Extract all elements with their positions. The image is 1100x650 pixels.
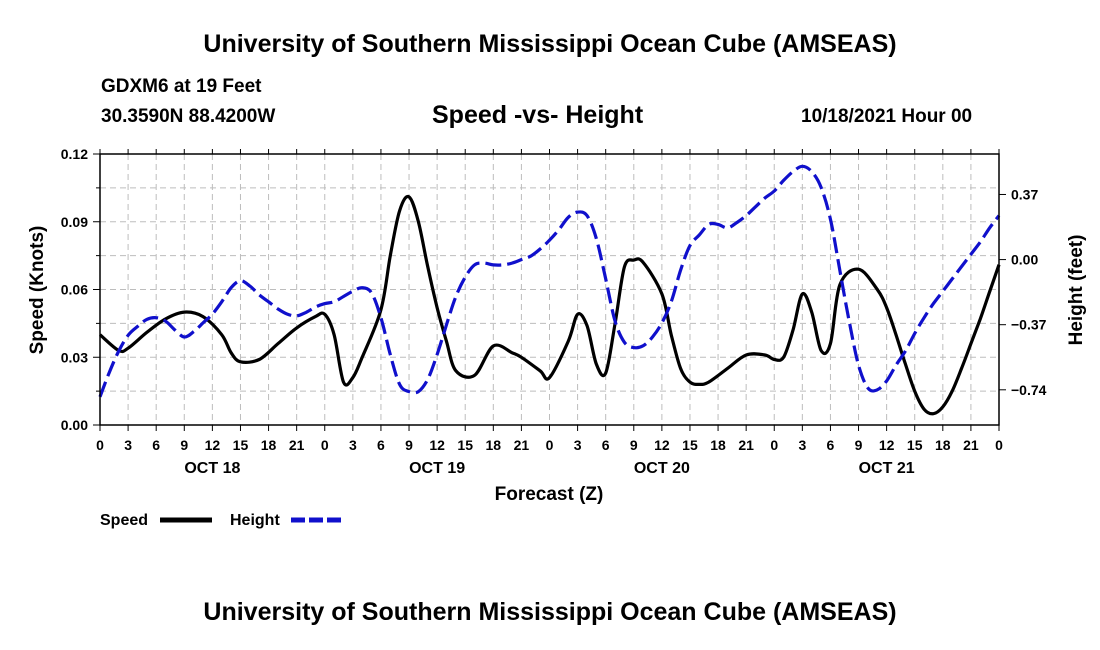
x-tick-label: 0 — [546, 437, 554, 453]
legend: Speed Height — [100, 512, 343, 529]
x-tick-label: 0 — [321, 437, 329, 453]
x-tick-label: 12 — [654, 437, 670, 453]
x-axis-label: Forecast (Z) — [495, 484, 604, 505]
x-tick-label: 9 — [405, 437, 413, 453]
x-tick-label: 3 — [798, 437, 806, 453]
y-left-tick-label: 0.12 — [61, 146, 88, 162]
x-tick-label: 0 — [96, 437, 104, 453]
x-tick-label: 15 — [907, 437, 923, 453]
y-right-tick-label: 0.37 — [1011, 186, 1038, 202]
x-tick-label: 21 — [738, 437, 754, 453]
speed-height-chart: 0 3 6 9 12 15 18 21 0 3 6 9 12 15 18 21 0 3 6 9 12 15 18 21 0 3 6 9… — [27, 146, 1087, 529]
x-tick-label: 0 — [770, 437, 778, 453]
y-left-tick-label: 0.03 — [61, 349, 88, 365]
x-tick-label: 0 — [995, 437, 1003, 453]
page-title: University of Southern Mississippi Ocean… — [203, 30, 897, 58]
x-tick-label: 3 — [574, 437, 582, 453]
x-tick-label: 18 — [935, 437, 951, 453]
x-tick-label: 15 — [457, 437, 473, 453]
series-layer — [98, 164, 1001, 416]
x-tick-label: 3 — [124, 437, 132, 453]
x-day-label: OCT 19 — [409, 460, 465, 477]
series-line-height — [98, 164, 1001, 398]
legend-label-height: Height — [230, 512, 280, 529]
x-day-label: OCT 21 — [859, 460, 915, 477]
x-tick-label: 12 — [879, 437, 895, 453]
x-tick-label: 12 — [205, 437, 221, 453]
chart-subtitle: Speed -vs- Height — [432, 101, 644, 129]
x-tick-label: 6 — [377, 437, 385, 453]
x-tick-label: 6 — [602, 437, 610, 453]
x-tick-label: 6 — [152, 437, 160, 453]
forecast-datetime: 10/18/2021 Hour 00 — [801, 106, 973, 127]
x-tick-label: 21 — [514, 437, 530, 453]
x-tick-label: 9 — [630, 437, 638, 453]
x-tick-label: 15 — [233, 437, 249, 453]
y-right-tick-label: 0.00 — [1011, 252, 1038, 268]
x-tick-label: 12 — [429, 437, 445, 453]
station-label: GDXM6 at 19 Feet — [101, 76, 262, 97]
x-tick-label: 18 — [486, 437, 502, 453]
y-right-tick-label: −0.37 — [1011, 317, 1047, 333]
x-tick-label: 18 — [710, 437, 726, 453]
x-tick-label: 18 — [261, 437, 277, 453]
x-tick-label: 9 — [855, 437, 863, 453]
footer-title: University of Southern Mississippi Ocean… — [203, 598, 897, 626]
grid — [100, 154, 999, 425]
coordinates-label: 30.3590N 88.4200W — [101, 106, 276, 127]
x-day-label: OCT 20 — [634, 460, 690, 477]
y-left-tick-label: 0.00 — [61, 417, 88, 433]
x-tick-label: 9 — [180, 437, 188, 453]
legend-label-speed: Speed — [100, 512, 148, 529]
y-left-tick-label: 0.09 — [61, 214, 88, 230]
x-tick-label: 3 — [349, 437, 357, 453]
x-tick-label: 15 — [682, 437, 698, 453]
x-tick-label: 21 — [289, 437, 305, 453]
series-line-speed — [98, 194, 1001, 416]
y-right-tick-label: −0.74 — [1011, 382, 1047, 398]
y-axis-label-left: Speed (Knots) — [27, 226, 48, 355]
y-axis-label-right: Height (feet) — [1066, 235, 1087, 346]
x-tick-label: 6 — [827, 437, 835, 453]
axes: 0 3 6 9 12 15 18 21 0 3 6 9 12 15 18 21 0 3 6 9 12 15 18 21 0 3 6 9… — [61, 146, 1047, 477]
x-tick-label: 21 — [963, 437, 979, 453]
y-left-tick-label: 0.06 — [61, 282, 88, 298]
x-day-label: OCT 18 — [184, 460, 240, 477]
